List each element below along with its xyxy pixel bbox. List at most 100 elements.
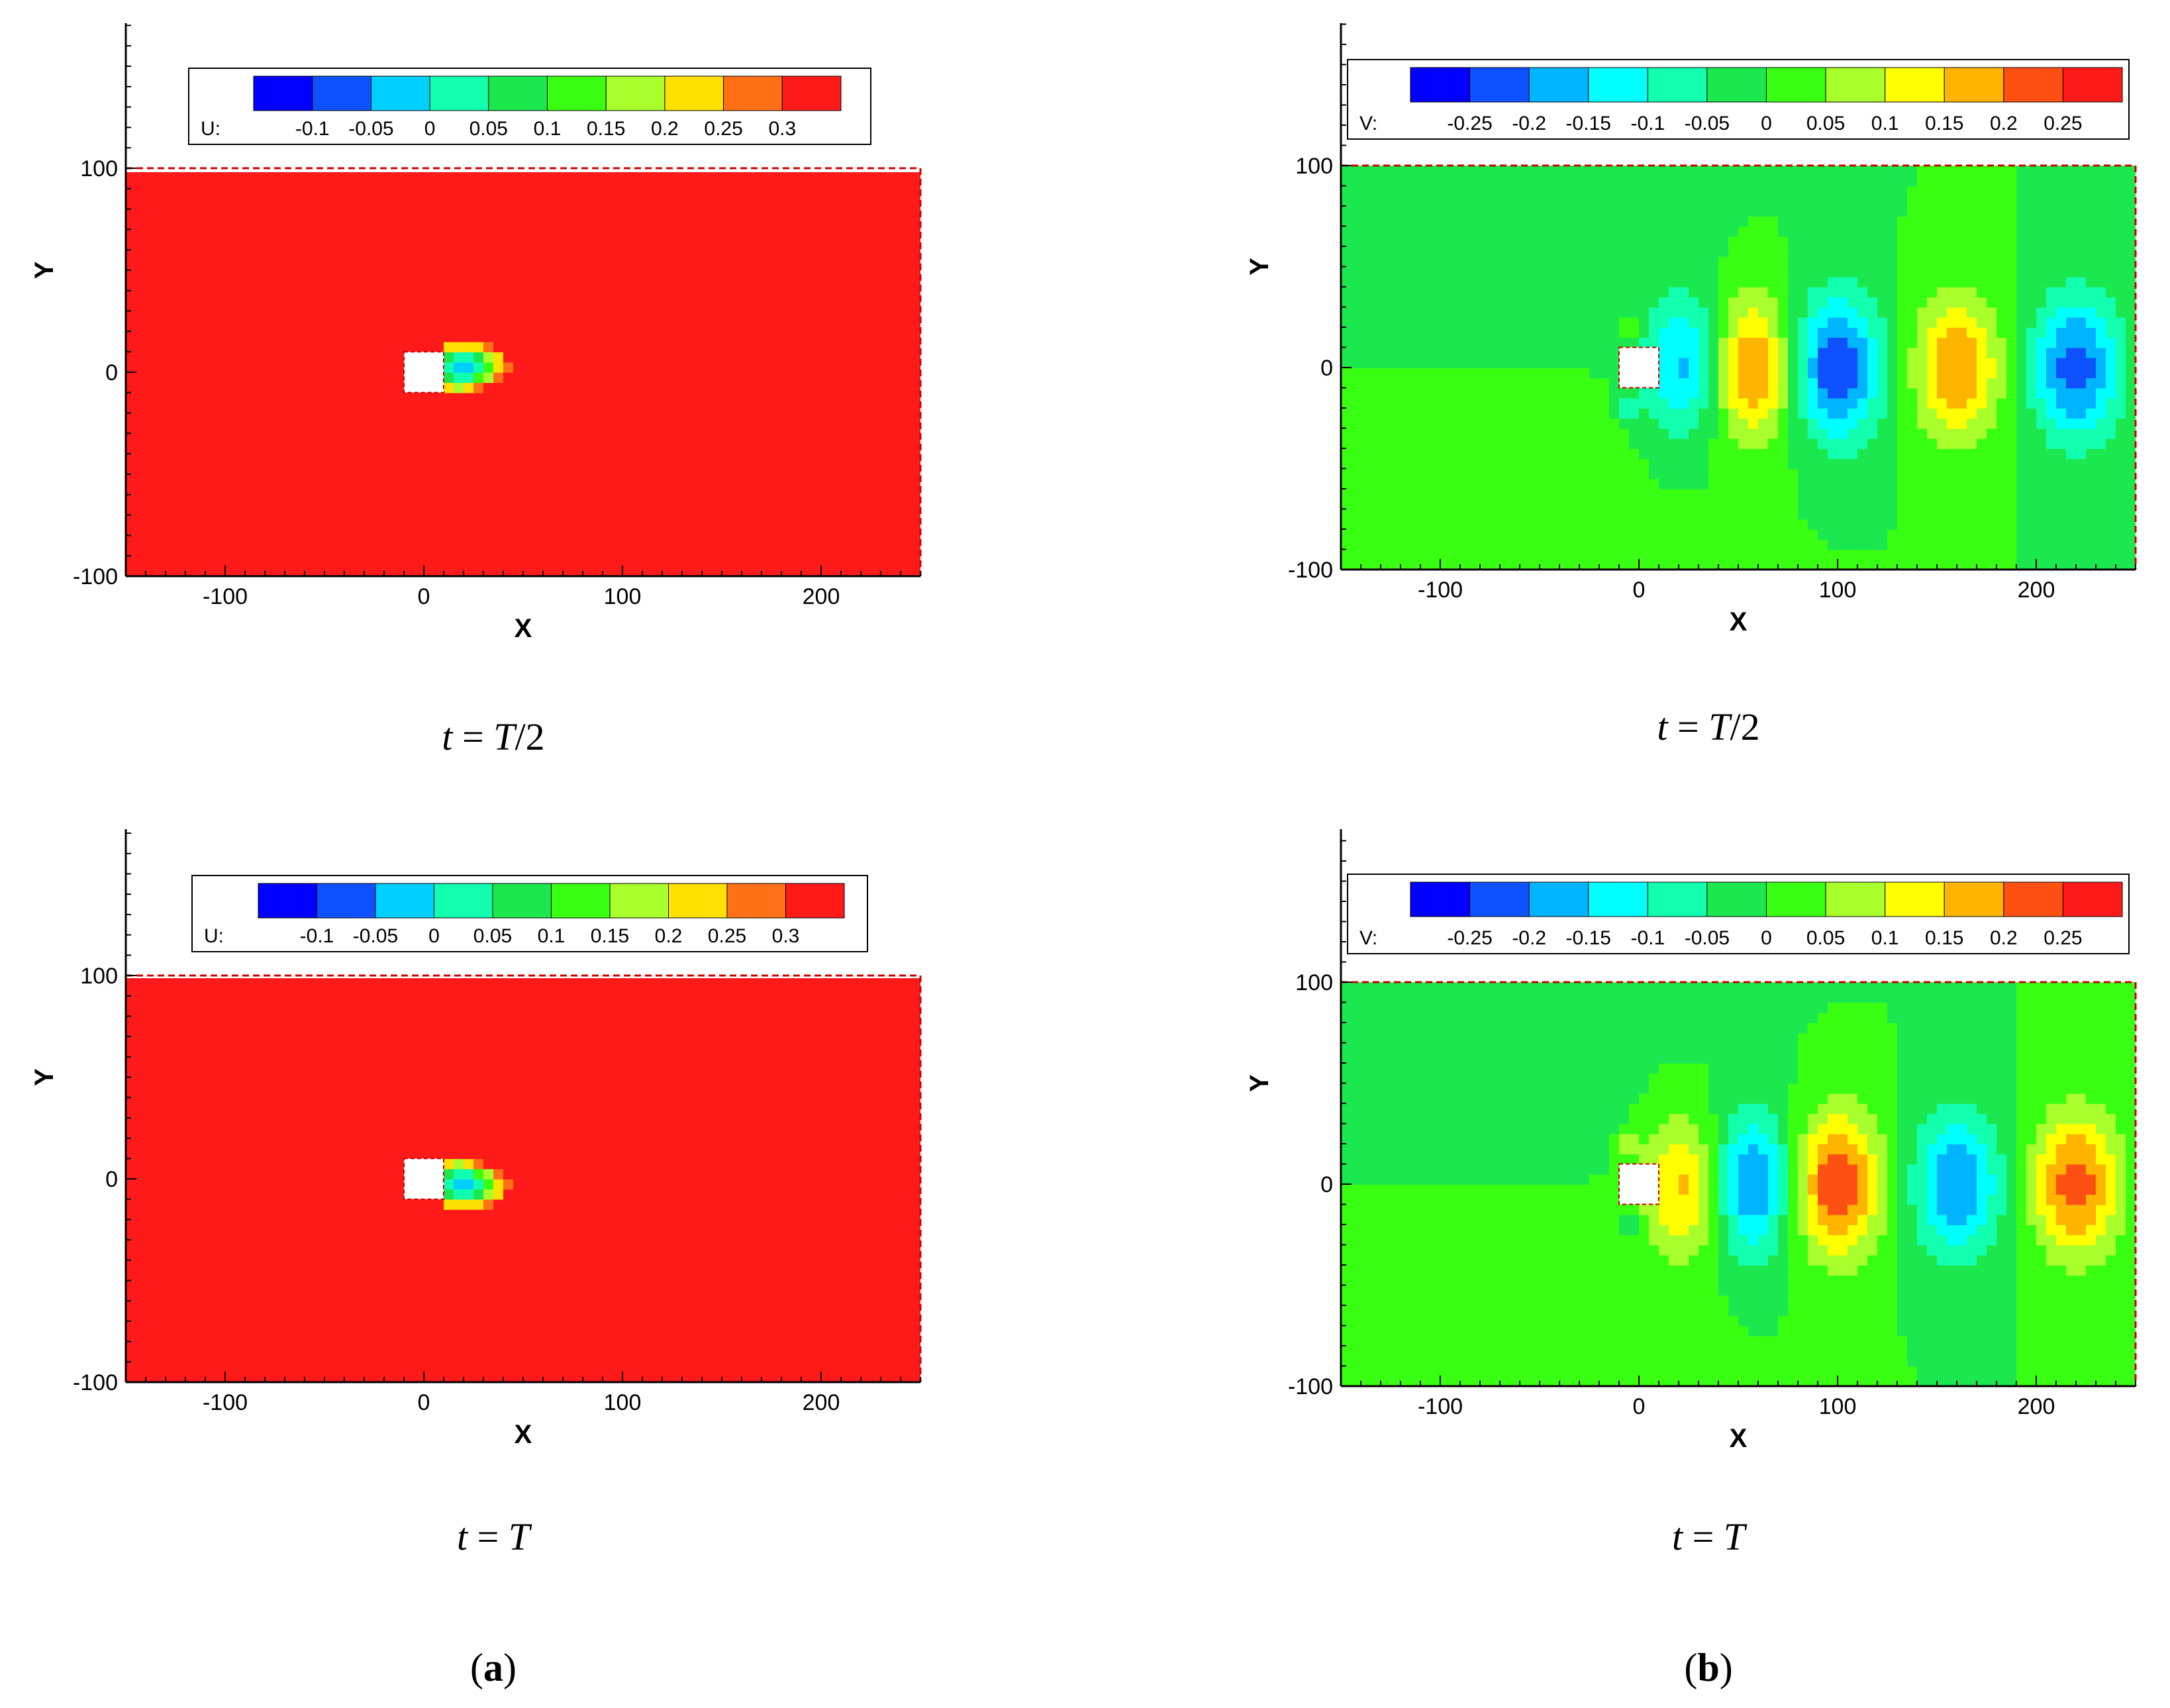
contour-cell [215, 341, 226, 352]
contour-cell [1410, 246, 1421, 258]
contour-cell [1341, 458, 1352, 470]
contour-cell [315, 392, 325, 403]
contour-cell [1589, 489, 1600, 500]
contour-cell [811, 331, 822, 342]
contour-cell [692, 321, 703, 332]
contour-cell [1718, 368, 1729, 379]
contour-cell [295, 209, 305, 220]
contour-cell [1649, 408, 1659, 419]
contour-cell [742, 566, 752, 576]
contour-cell [1629, 246, 1640, 258]
contour-cell [364, 239, 375, 250]
contour-cell [573, 545, 583, 556]
contour-cell [424, 199, 434, 210]
contour-cell [374, 433, 385, 444]
contour-cell [235, 474, 246, 485]
contour-cell [1738, 448, 1749, 460]
contour-cell [1639, 509, 1650, 520]
contour-cell [752, 525, 762, 536]
contour-cell [1659, 327, 1669, 338]
contour-cell [1401, 337, 1411, 348]
contour-cell [722, 515, 732, 526]
contour-cell [434, 290, 444, 301]
contour-cell [1758, 499, 1769, 510]
contour-cell [543, 229, 554, 240]
contour-cell [324, 199, 335, 210]
contour-cell [781, 443, 792, 454]
contour-cell [732, 260, 742, 271]
contour-cell [1440, 287, 1451, 298]
contour-cell [1460, 297, 1471, 308]
contour-cell [891, 209, 901, 220]
contour-cell [1510, 337, 1520, 348]
contour-cell [583, 423, 593, 434]
contour-cell [871, 464, 881, 475]
contour-cell [1371, 539, 1381, 550]
contour-cell [1410, 176, 1421, 187]
contour-cell [394, 474, 405, 485]
contour-cell [166, 372, 176, 383]
contour-cell [652, 352, 663, 363]
contour-cell [523, 199, 534, 210]
contour-cell [593, 403, 603, 414]
contour-cell [513, 474, 524, 485]
contour-cell [1569, 276, 1580, 287]
contour-cell [891, 260, 901, 271]
contour-cell [404, 301, 415, 312]
contour-cell [1410, 408, 1421, 419]
contour-cell [1649, 266, 1659, 277]
contour-cell [344, 219, 355, 230]
contour-cell [1748, 317, 1759, 328]
contour-cell [255, 301, 266, 312]
contour-cell [156, 474, 166, 485]
contour-cell [1619, 317, 1630, 328]
contour-cell [1609, 458, 1620, 470]
contour-cell [662, 188, 673, 199]
contour-cell [1579, 317, 1590, 328]
contour-cell [1728, 377, 1739, 389]
contour-cell [1540, 448, 1550, 460]
contour-cell [454, 566, 464, 576]
contour-cell [1391, 176, 1401, 187]
contour-cell [374, 178, 385, 189]
contour-cell [752, 484, 762, 495]
contour-cell [861, 239, 871, 250]
contour-cell [255, 321, 266, 332]
contour-cell [334, 229, 345, 240]
contour-cell [613, 403, 623, 414]
contour-cell [831, 556, 842, 567]
contour-cell [1341, 226, 1352, 237]
contour-cell [364, 454, 375, 465]
contour-cell [523, 474, 534, 485]
contour-cell [523, 188, 534, 199]
contour-cell [1510, 347, 1520, 358]
contour-cell [911, 566, 920, 576]
contour-cell [553, 209, 564, 220]
contour-cell [1520, 408, 1530, 419]
contour-cell [394, 433, 405, 444]
contour-cell [692, 209, 703, 220]
contour-cell [1530, 226, 1540, 237]
contour-cell [692, 505, 703, 516]
contour-cell [1679, 428, 1689, 439]
contour-cell [752, 505, 762, 516]
contour-cell [841, 464, 852, 475]
contour-cell [1420, 185, 1431, 197]
contour-cell [473, 494, 484, 505]
contour-cell [1728, 458, 1739, 470]
contour-cell [473, 239, 484, 250]
contour-cell [543, 280, 554, 291]
contour-cell [1480, 368, 1491, 379]
contour-cell [374, 474, 385, 485]
contour-cell [205, 188, 216, 199]
contour-cell [732, 464, 742, 475]
contour-cell [752, 290, 762, 301]
contour-cell [483, 352, 494, 363]
contour-cell [1559, 489, 1570, 500]
contour-cell [1689, 377, 1699, 389]
contour-cell [215, 290, 226, 301]
contour-cell [1520, 357, 1530, 368]
contour-cell [543, 311, 554, 322]
contour-cell [1450, 539, 1461, 550]
contour-cell [791, 535, 802, 546]
